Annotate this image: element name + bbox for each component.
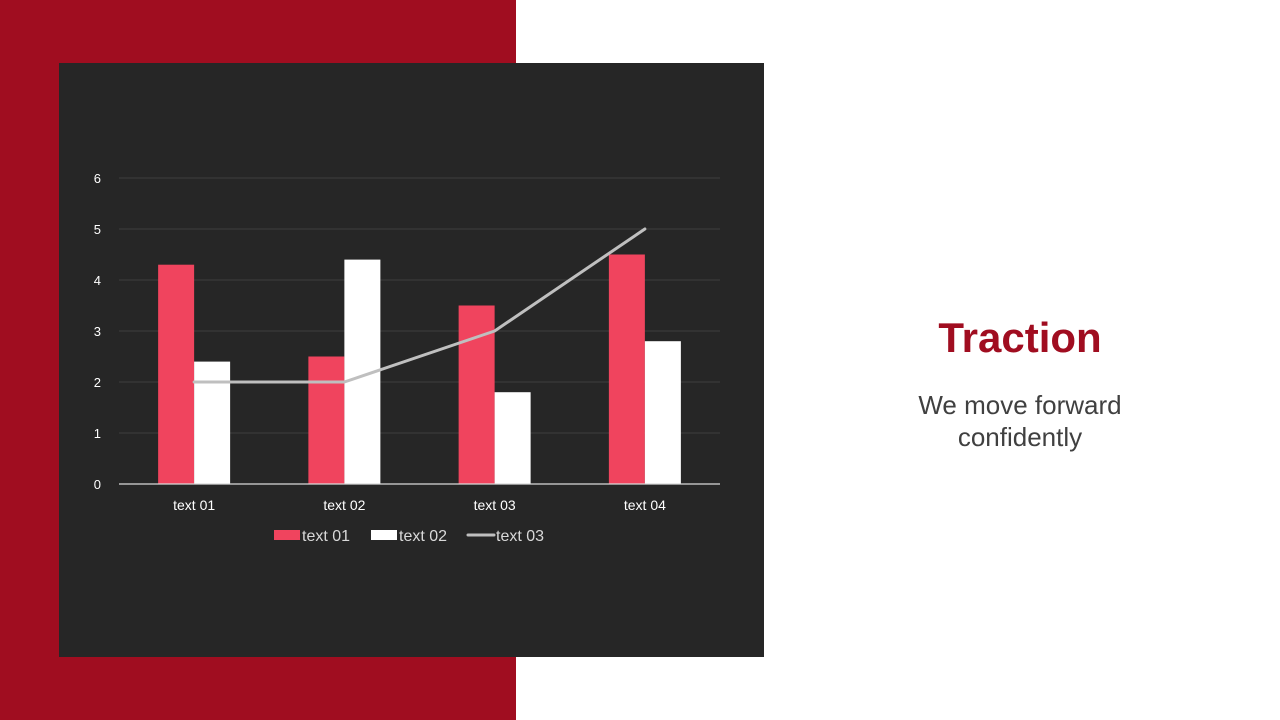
chart-card: 0 1 2 3 4 5 6 text 01 text 02 text 03 text 04 text … [59,63,764,657]
x-tick-label-4: text 04 [624,497,666,513]
combo-chart: 0 1 2 3 4 5 6 text 01 text 02 text 03 text 04 text … [94,171,720,545]
bar-series-2-cat-4 [644,341,681,484]
y-tick-label-3: 3 [94,324,101,339]
bar-series-1-cat-4 [608,254,645,484]
y-tick-label-6: 6 [94,171,101,186]
legend-swatch-2 [371,530,397,540]
subtitle-line-1: We move forward [918,390,1122,420]
y-tick-label-5: 5 [94,222,101,237]
subtitle-line-2: confidently [957,422,1083,452]
y-tick-label-2: 2 [94,375,101,390]
x-tick-label-3: text 03 [474,497,516,513]
slide-subtitle: We move forward confidently [820,389,1220,453]
y-tick-label-4: 4 [94,273,101,288]
bar-series-1-cat-3 [458,305,495,484]
x-tick-label-2: text 02 [323,497,365,513]
legend-label-3: text 03 [496,528,544,545]
legend-label-2: text 02 [399,528,447,545]
line-series-3 [192,227,647,384]
slide-title: Traction [938,314,1102,361]
x-tick-label-1: text 01 [173,497,215,513]
bar-series-2-cat-1 [194,361,231,484]
y-tick-label-1: 1 [94,426,101,441]
bar-series-1-cat-2 [308,356,345,484]
bar-series-1-cat-1 [158,264,195,484]
y-tick-label-0: 0 [94,477,101,492]
bar-series-2-cat-3 [494,392,531,484]
legend-label-1: text 01 [302,528,350,545]
legend-swatch-1 [274,530,300,540]
